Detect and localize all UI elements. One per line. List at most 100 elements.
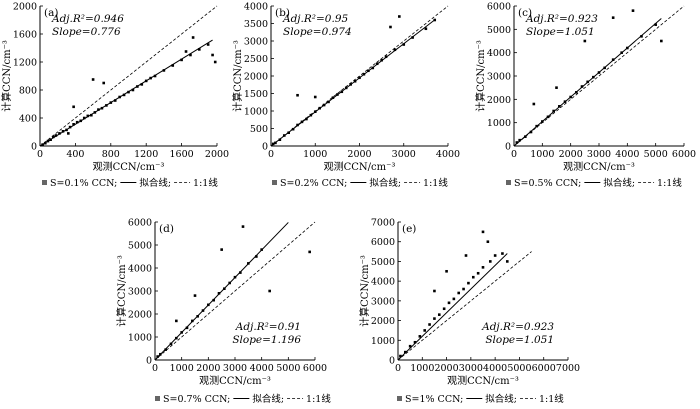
y-tick-label: 6000	[371, 237, 395, 248]
data-point	[518, 138, 521, 142]
data-point	[175, 319, 178, 323]
legend-label-one-to-one: 1:1线	[306, 393, 331, 405]
x-tick-label: 0	[268, 149, 274, 160]
legend: S=0.1% CCN; 拟合线; 1:1线	[42, 177, 218, 189]
data-point	[464, 254, 468, 257]
y-tick-label: 0	[505, 142, 511, 153]
data-point	[413, 340, 417, 344]
y-tick-label: 4000	[128, 264, 152, 275]
y-tick-label: 0	[146, 356, 152, 367]
x-tick-label: 3000	[223, 363, 247, 374]
panel-label: (a)	[44, 7, 58, 19]
y-tick-label: 2000	[244, 72, 268, 83]
legend: S=1% CCN; 拟合线; 1:1线	[397, 393, 564, 405]
data-point	[313, 95, 317, 99]
y-tick-label: 400	[19, 114, 37, 125]
data-point	[153, 74, 157, 78]
x-tick-label: 5000	[276, 363, 300, 374]
legend-label-points: S=0.1% CCN;	[50, 178, 117, 189]
legend-label-fit: 拟合线;	[603, 177, 635, 189]
y-tick-label: 2000	[487, 95, 511, 106]
x-tick-label: 4000	[250, 363, 274, 374]
x-tick-label: 6000	[672, 149, 696, 160]
y-tick-label: 2000	[371, 316, 395, 327]
x-axis-label: 观测CCN/cm⁻³	[199, 374, 271, 387]
y-tick-label: 1000	[128, 333, 152, 344]
data-point	[184, 50, 188, 53]
legend-marker-points	[272, 180, 277, 185]
y-axis-label: 计算CCN/cm⁻³	[231, 40, 244, 112]
data-point	[583, 39, 587, 43]
legend-label-points: S=0.2% CCN;	[280, 178, 347, 189]
data-point	[532, 102, 536, 106]
x-tick-label: 4000	[436, 149, 460, 160]
y-tick-label: 4000	[371, 277, 395, 288]
x-tick-label: 2000	[434, 363, 458, 374]
adj-r2-label: Adj.R²=0.946	[51, 13, 124, 25]
slope-label: Slope=1.051	[485, 334, 554, 346]
x-axis-label: 观测CCN/cm⁻³	[324, 160, 396, 173]
data-point	[75, 120, 79, 124]
y-tick-label: 3500	[244, 19, 268, 30]
one-to-one-line	[397, 251, 532, 361]
data-point	[462, 287, 465, 291]
data-point	[433, 289, 436, 293]
data-point	[296, 93, 299, 97]
x-axis-label: 观测CCN/cm⁻³	[93, 160, 165, 173]
data-point	[191, 36, 195, 39]
y-tick-label: 3000	[371, 296, 395, 307]
x-tick-label: 2000	[205, 149, 229, 160]
x-tick-label: 0	[395, 363, 401, 374]
legend: S=0.5% CCN; 拟合线; 1:1线	[506, 177, 682, 189]
x-tick-label: 1200	[134, 149, 158, 160]
x-tick-label: 1000	[410, 363, 434, 374]
data-point	[660, 39, 663, 43]
data-point	[399, 354, 402, 358]
adj-r2-label: Adj.R²=0.923	[525, 13, 598, 25]
y-tick-label: 1200	[13, 58, 37, 69]
adj-r2-label: Adj.R²=0.923	[481, 321, 554, 333]
x-tick-label: 5000	[644, 149, 668, 160]
adj-r2-label: Adj.R²=0.95	[282, 13, 349, 25]
fit-line	[154, 222, 289, 361]
y-tick-label: 2500	[244, 54, 268, 65]
data-point	[552, 109, 555, 113]
fit-line	[397, 253, 508, 361]
data-point	[220, 248, 223, 251]
y-tick-label: 5000	[371, 257, 395, 268]
x-tick-label: 0	[511, 149, 517, 160]
x-tick-label: 0	[37, 149, 43, 160]
data-point	[393, 48, 397, 52]
one-to-one-line	[270, 5, 449, 147]
slope-label: Slope=1.196	[232, 334, 301, 346]
panel-b: 0 1000 2000 3000 4000 0 500 1000 1500 2000 2500 300…	[231, 2, 460, 190]
data-point	[131, 88, 135, 92]
legend-label-fit: 拟合线;	[252, 393, 284, 405]
data-point	[640, 35, 643, 38]
y-tick-label: 1000	[487, 118, 511, 129]
legend-marker-points	[397, 396, 402, 401]
data-point	[442, 307, 446, 311]
data-point	[268, 289, 271, 293]
y-axis-label: 计算CCN/cm⁻³	[0, 40, 13, 112]
x-tick-label: 1000	[303, 149, 327, 160]
data-point	[171, 64, 175, 67]
y-tick-label: 1600	[13, 30, 37, 41]
y-tick-label: 5000	[128, 241, 152, 252]
x-tick-label: 7000	[556, 363, 580, 374]
y-tick-label: 4000	[244, 2, 268, 13]
y-tick-label: 0	[31, 142, 37, 153]
x-tick-label: 1000	[530, 149, 554, 160]
data-point	[72, 105, 75, 109]
data-point	[445, 269, 448, 273]
legend-marker-points	[155, 396, 160, 401]
data-point	[433, 317, 436, 320]
data-point	[467, 281, 470, 285]
y-tick-label: 6000	[487, 2, 511, 13]
legend-label-one-to-one: 1:1线	[423, 177, 448, 189]
data-point	[72, 123, 75, 126]
y-tick-label: 1500	[244, 89, 268, 100]
data-point	[447, 301, 451, 305]
y-tick-label: 2000	[128, 310, 152, 321]
